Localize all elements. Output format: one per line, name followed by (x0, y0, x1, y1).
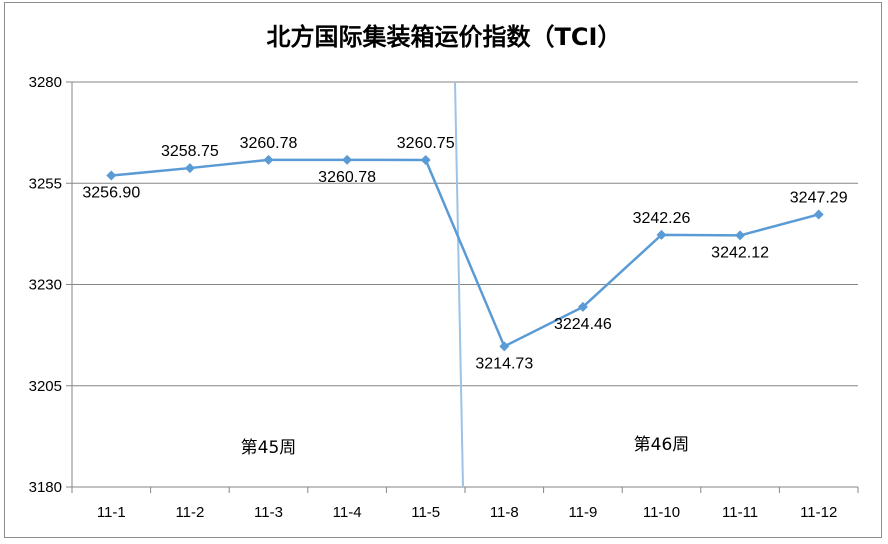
x-tick-label: 11-8 (490, 504, 519, 521)
data-point-11-5 (420, 154, 431, 165)
data-label: 3258.75 (161, 143, 219, 160)
data-label: 3247.29 (790, 189, 848, 206)
series-tci (106, 154, 824, 352)
data-label: 3260.78 (240, 135, 298, 152)
data-point-11-4 (342, 154, 353, 165)
data-point-11-2 (184, 163, 195, 174)
y-tick-label: 3280 (29, 74, 62, 91)
chart-title: 北方国际集装箱运价指数（TCI） (267, 23, 622, 51)
x-tick-label: 11-5 (411, 504, 440, 521)
x-tick-label: 11-1 (97, 504, 126, 521)
chart-frame (4, 2, 882, 538)
gridlines (66, 81, 858, 488)
x-tick-label: 11-10 (643, 504, 680, 521)
x-tick-label: 11-4 (333, 504, 362, 521)
data-point-11-11 (735, 230, 746, 241)
x-tick-label: 11-9 (568, 504, 597, 521)
x-tick-label: 11-3 (254, 504, 283, 521)
data-point-11-12 (813, 209, 824, 220)
y-tick-label: 3205 (29, 378, 62, 395)
x-tick-label: 11-2 (175, 504, 204, 521)
data-label: 3242.12 (711, 244, 769, 261)
x-axis-ticks: 11-1 11-2 11-3 11-4 11-5 11-8 11-9 11-10 11-11 11… (71, 487, 859, 521)
data-label: 3214.73 (475, 355, 533, 372)
data-point-11-8 (499, 341, 510, 352)
data-label: 3224.46 (554, 316, 612, 333)
week-divider-line (454, 81, 464, 488)
y-tick-label: 3230 (29, 277, 62, 294)
data-point-11-3 (263, 154, 274, 165)
y-tick-label: 3255 (29, 175, 62, 192)
series-line (111, 158, 820, 349)
data-label: 3260.78 (318, 169, 376, 186)
data-label: 3256.90 (82, 185, 140, 202)
y-axis-ticks: 3180 3205 3230 3255 3280 (29, 74, 62, 496)
data-point-11-9 (577, 301, 588, 312)
data-point-11-10 (656, 229, 667, 240)
y-tick-label: 3180 (29, 479, 62, 496)
data-point-11-1 (106, 170, 117, 181)
x-tick-label: 11-11 (722, 504, 758, 521)
x-tick-label: 11-12 (800, 504, 837, 521)
week-label-46: 第46周 (634, 435, 690, 455)
week-label-45: 第45周 (241, 438, 297, 458)
data-label: 3260.75 (397, 135, 455, 152)
data-labels: 3256.90 3258.75 3260.78 3260.78 3260.75 3214.… (82, 135, 847, 373)
data-label: 3242.26 (633, 210, 691, 227)
